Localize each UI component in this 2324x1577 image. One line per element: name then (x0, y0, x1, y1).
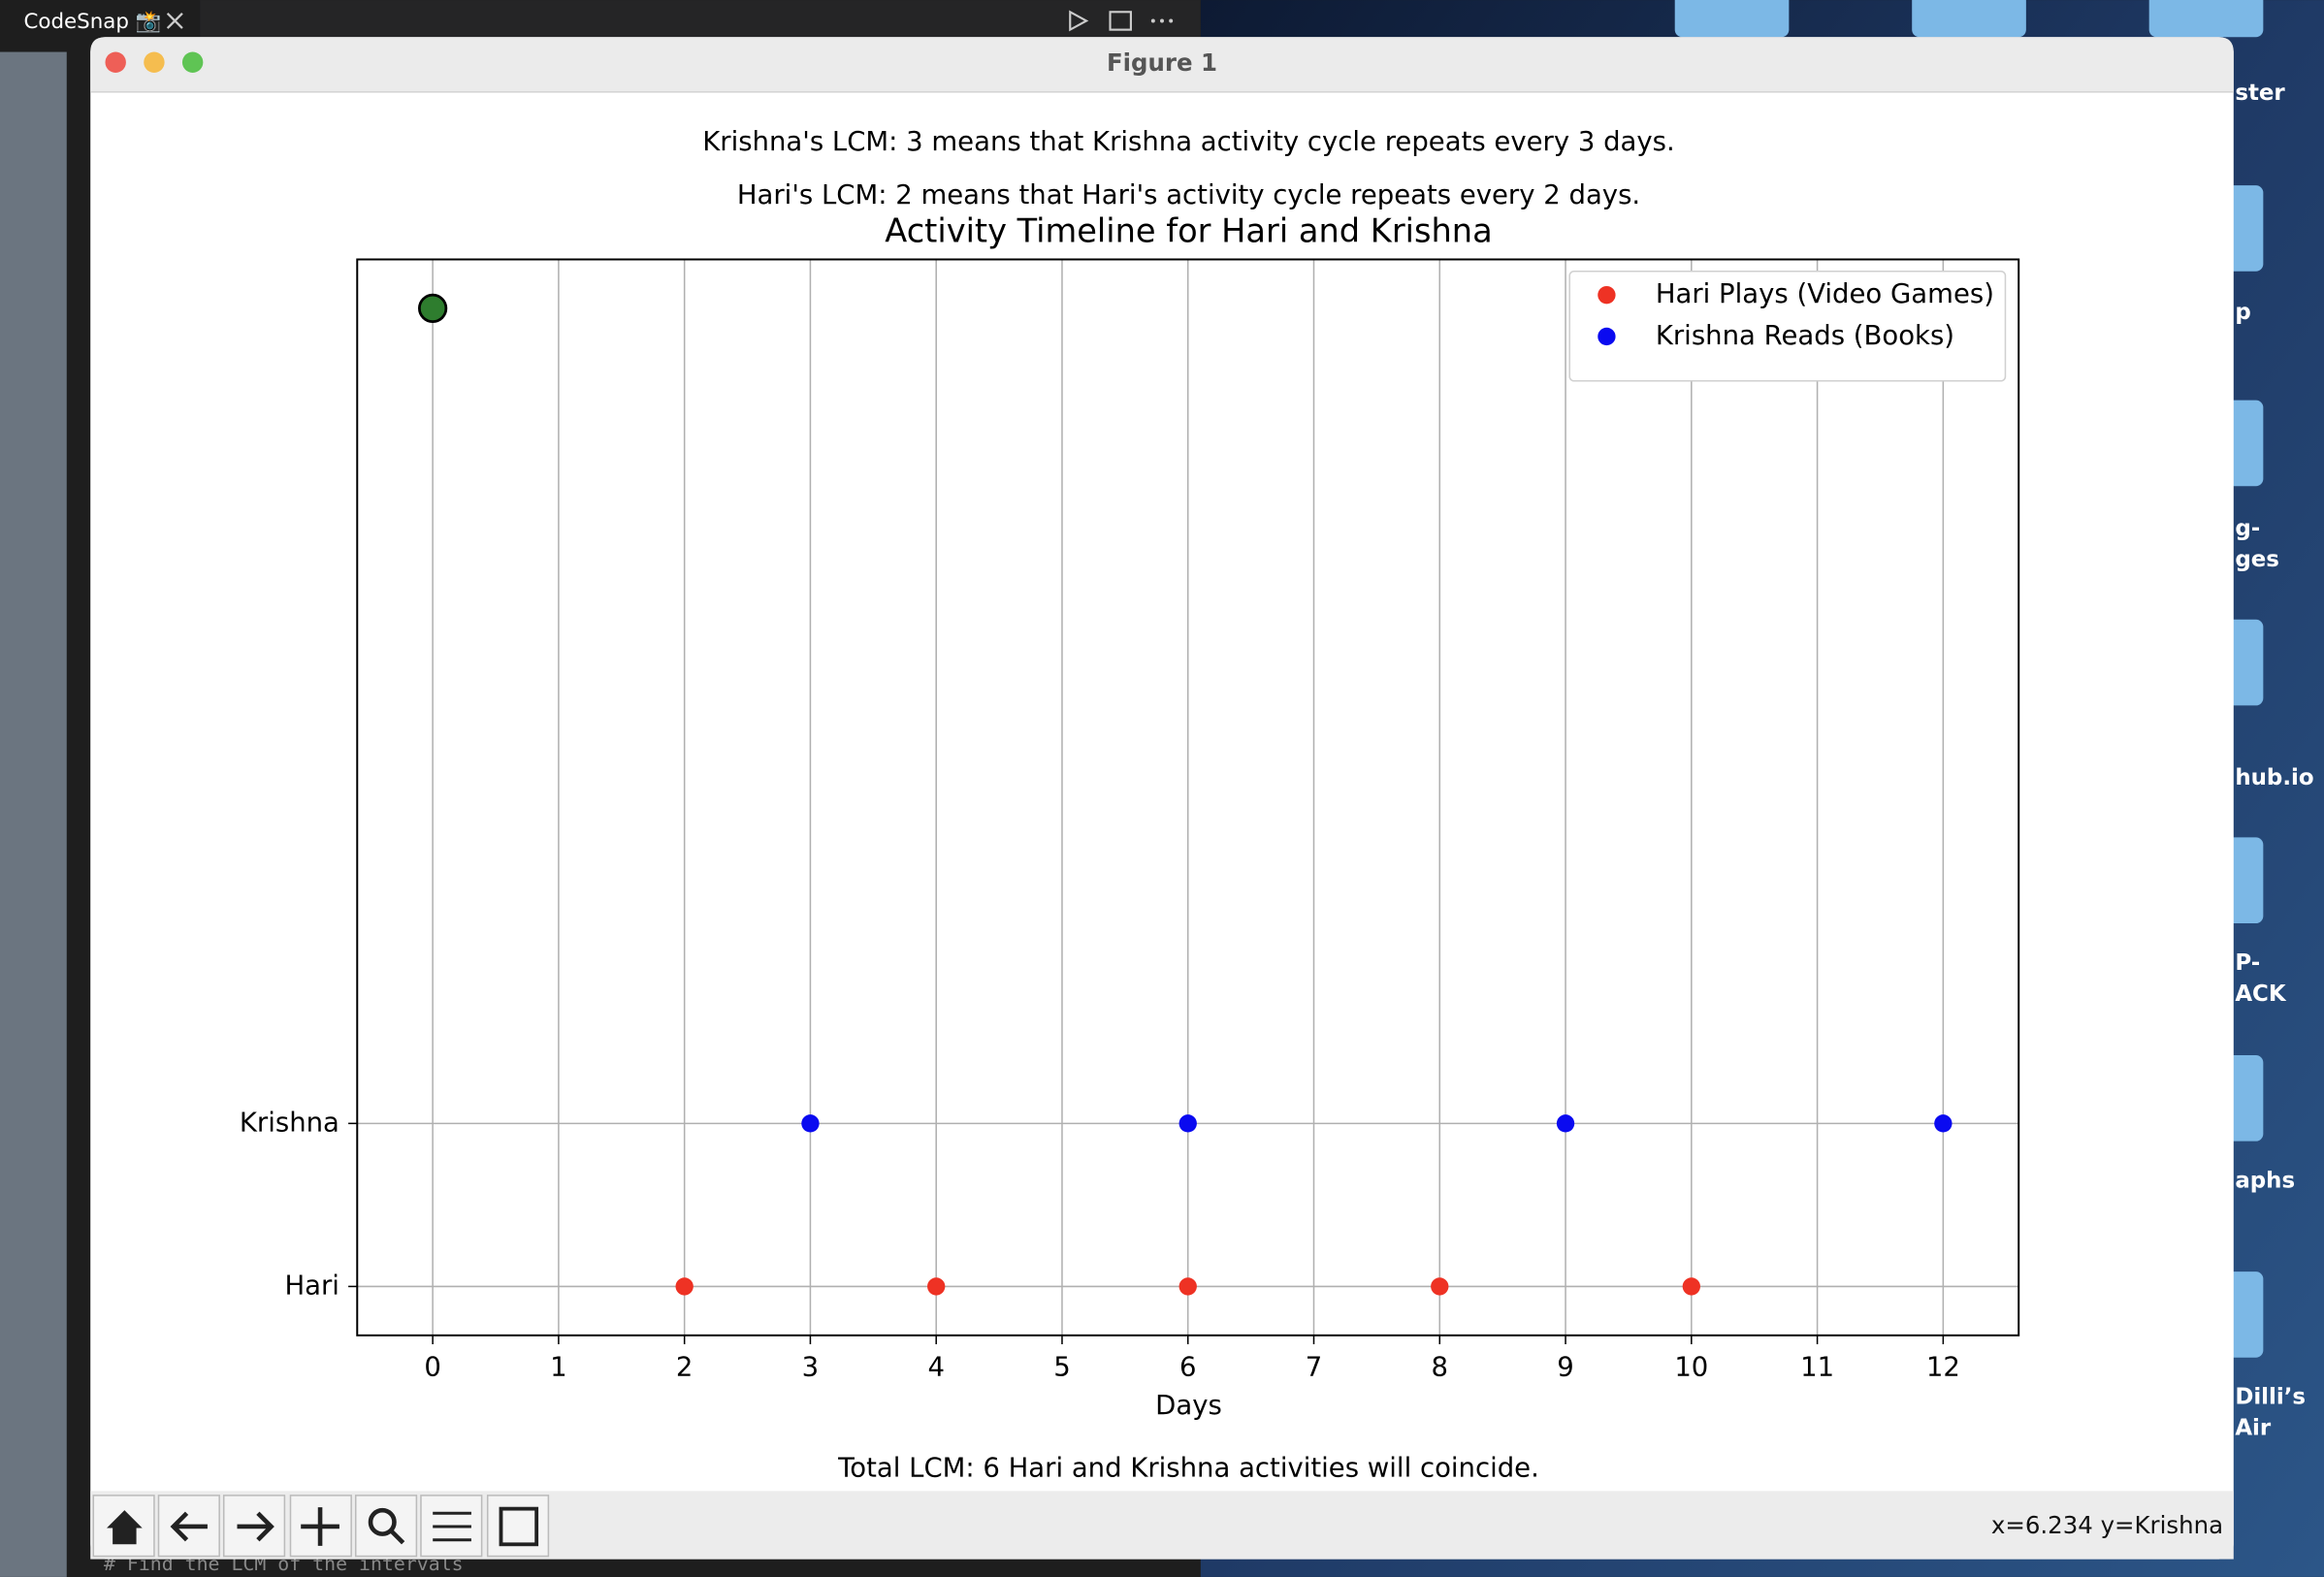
close-button[interactable] (105, 51, 126, 73)
point (1934, 1114, 1953, 1133)
chart-title: Activity Timeline for Hari and Krishna (885, 211, 1492, 249)
desktop-label: hub.io (2235, 765, 2313, 790)
tab-label: CodeSnap 📸 (23, 10, 161, 34)
x-tick-label: 1 (550, 1351, 567, 1382)
side-strip (0, 51, 67, 1577)
figure-window (90, 37, 2234, 1560)
window-title: Figure 1 (1107, 48, 1217, 77)
zoom-tool-button[interactable] (354, 1495, 418, 1558)
x-tick-label: 7 (1306, 1351, 1323, 1382)
x-tick-label: 9 (1557, 1351, 1573, 1382)
x-tick-label: 6 (1179, 1351, 1197, 1382)
desktop-label: ges (2235, 547, 2279, 572)
minimize-button[interactable] (144, 51, 165, 73)
x-tick-label: 2 (676, 1351, 694, 1382)
desktop-label: g- (2235, 516, 2260, 541)
status-text: x=6.234 y=Krishna (1991, 1511, 2223, 1539)
x-tick-label: 3 (802, 1351, 819, 1382)
editor-tab[interactable] (0, 0, 201, 39)
desktop-label: Air (2235, 1416, 2272, 1441)
tab-close[interactable] (166, 13, 183, 29)
save-button[interactable] (486, 1495, 550, 1558)
legend-label: Krishna Reads (Books) (1656, 320, 1954, 351)
chart: Krishna's LCM: 3 means that Krishna acti… (240, 126, 2020, 1483)
titlebar (90, 37, 2234, 92)
split-button[interactable] (1109, 11, 1132, 31)
annotation: Hari's LCM: 2 means that Hari's activity… (737, 179, 1640, 210)
desktop-label: ACK (2235, 982, 2287, 1007)
point (1682, 1277, 1700, 1296)
desktop-label: ster (2235, 80, 2285, 106)
desktop-label: aphs (2235, 1168, 2295, 1193)
x-tick-label: 8 (1432, 1351, 1449, 1382)
annotation: Total LCM: 6 Hari and Krishna activities… (837, 1452, 1539, 1483)
toolbar-buttons (92, 1495, 550, 1558)
x-tick-label: 5 (1053, 1351, 1070, 1382)
legend-label: Hari Plays (Video Games) (1656, 278, 1994, 309)
y-tick-label: Krishna (240, 1107, 339, 1138)
point (1431, 1277, 1449, 1296)
forward-button[interactable] (222, 1495, 286, 1558)
desktop-label: P- (2235, 950, 2260, 976)
legend (1568, 270, 2007, 382)
point (417, 293, 448, 324)
point (1556, 1114, 1575, 1133)
annotation: Krishna's LCM: 3 means that Krishna acti… (702, 126, 1675, 157)
x-tick-label: 4 (927, 1351, 944, 1382)
legend-marker (1598, 285, 1616, 305)
point (927, 1277, 946, 1296)
x-axis-label: Days (1155, 1390, 1222, 1421)
point (801, 1114, 820, 1133)
run-button[interactable] (1069, 10, 1089, 32)
point (675, 1277, 694, 1296)
more-button[interactable] (1150, 18, 1174, 23)
zoom-button[interactable] (181, 51, 204, 73)
x-tick-label: 11 (1800, 1351, 1834, 1382)
desktop-label: Dilli’s (2235, 1385, 2306, 1410)
x-tick-label: 10 (1674, 1351, 1708, 1382)
point (1178, 1114, 1197, 1133)
point (1178, 1277, 1197, 1296)
plot-frame (356, 258, 2020, 1336)
desktop-label: p (2235, 300, 2250, 325)
x-tick-label: 0 (424, 1351, 441, 1382)
legend-marker (1598, 327, 1616, 346)
x-tick-label: 12 (1926, 1351, 1960, 1382)
toolbar-icons (107, 1506, 539, 1547)
y-tick-label: Hari (284, 1270, 339, 1301)
